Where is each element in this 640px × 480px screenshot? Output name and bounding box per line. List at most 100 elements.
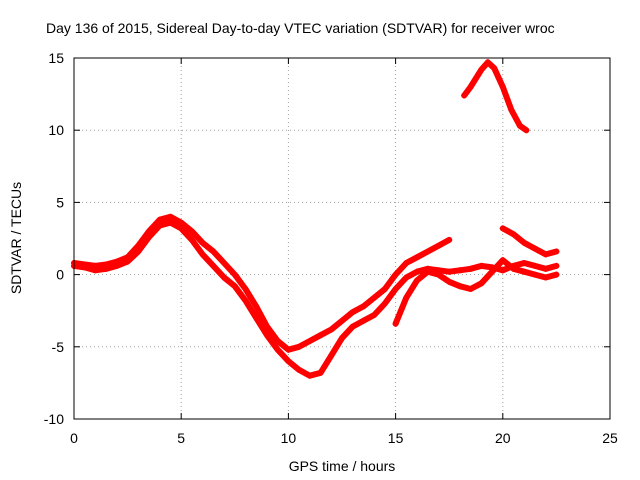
- data-point: [414, 254, 421, 261]
- data-point: [478, 280, 485, 287]
- data-point: [178, 219, 185, 226]
- data-point: [242, 297, 249, 304]
- data-point: [403, 294, 410, 301]
- data-point: [274, 338, 281, 345]
- x-axis-label: GPS time / hours: [289, 458, 396, 474]
- data-point: [553, 271, 560, 278]
- data-point: [491, 65, 498, 72]
- data-point: [349, 323, 356, 330]
- data-point: [542, 251, 549, 258]
- data-point: [484, 59, 491, 66]
- data-point: [317, 369, 324, 376]
- chart-title: Day 136 of 2015, Sidereal Day-to-day VTE…: [46, 20, 555, 36]
- data-point: [328, 326, 335, 333]
- data-point: [381, 286, 388, 293]
- data-point: [446, 236, 453, 243]
- data-point: [285, 346, 292, 353]
- data-point: [467, 83, 474, 90]
- data-point: [461, 92, 468, 99]
- data-point: [178, 225, 185, 232]
- data-point: [146, 234, 153, 241]
- data-point: [489, 268, 496, 275]
- data-point: [317, 332, 324, 339]
- data-point: [392, 320, 399, 327]
- x-tick-label: 5: [177, 430, 185, 446]
- x-tick-label: 25: [602, 430, 618, 446]
- data-point: [285, 358, 292, 365]
- data-point: [414, 268, 421, 275]
- data-point: [221, 274, 228, 281]
- data-point: [296, 343, 303, 350]
- data-point: [349, 309, 356, 316]
- series-track-e: [461, 59, 530, 134]
- data-point: [371, 294, 378, 301]
- data-point: [360, 317, 367, 324]
- x-tick-label: 20: [495, 430, 511, 446]
- y-tick-label: 10: [48, 122, 64, 138]
- y-tick-label: 15: [48, 50, 64, 66]
- data-point: [499, 267, 506, 274]
- data-point: [296, 366, 303, 373]
- data-point: [135, 248, 142, 255]
- data-point: [306, 372, 313, 379]
- data-point: [156, 222, 163, 229]
- data-point: [124, 258, 131, 265]
- data-point: [103, 265, 110, 272]
- data-point: [274, 346, 281, 353]
- data-point: [403, 260, 410, 267]
- series-track-d: [499, 225, 560, 258]
- data-point: [81, 264, 88, 271]
- series-track-b: [71, 219, 560, 379]
- data-point: [231, 283, 238, 290]
- data-point: [231, 271, 238, 278]
- data-point: [371, 312, 378, 319]
- data-point: [553, 262, 560, 269]
- plot-frame: [73, 57, 611, 420]
- data-point: [403, 274, 410, 281]
- x-tick-label: 0: [70, 430, 78, 446]
- data-point: [210, 262, 217, 269]
- data-point: [221, 260, 228, 267]
- data-point: [499, 257, 506, 264]
- data-point: [542, 274, 549, 281]
- data-point: [263, 332, 270, 339]
- data-point: [499, 83, 506, 90]
- y-tick-label: 0: [56, 267, 64, 283]
- data-point: [523, 127, 530, 134]
- data-point: [188, 228, 195, 235]
- data-point: [424, 248, 431, 255]
- y-axis-label: SDTVAR / TECUs: [8, 182, 24, 294]
- data-point: [328, 352, 335, 359]
- y-tick-label: -5: [52, 339, 65, 355]
- data-point: [392, 271, 399, 278]
- data-point: [424, 268, 431, 275]
- data-point: [242, 286, 249, 293]
- data-point: [446, 278, 453, 285]
- series-track-a: [71, 213, 453, 353]
- data-point: [339, 335, 345, 342]
- series-track-c: [392, 257, 560, 327]
- y-tick-label: 5: [56, 194, 64, 210]
- plot-area: [71, 59, 560, 379]
- data-point: [478, 66, 485, 73]
- data-point: [253, 314, 260, 321]
- data-point: [167, 219, 174, 226]
- data-point: [435, 242, 442, 249]
- data-point: [456, 267, 463, 274]
- data-point: [92, 267, 99, 274]
- grid: [74, 58, 610, 419]
- data-point: [467, 265, 474, 272]
- data-point: [521, 239, 528, 246]
- data-point: [167, 213, 174, 220]
- x-tick-label: 15: [388, 430, 404, 446]
- data-point: [478, 262, 485, 269]
- data-point: [199, 239, 206, 246]
- data-point: [553, 248, 560, 255]
- data-point: [508, 106, 515, 113]
- data-point: [446, 268, 453, 275]
- data-point: [253, 303, 260, 310]
- data-point: [381, 300, 388, 307]
- data-point: [542, 265, 549, 272]
- data-point: [456, 283, 463, 290]
